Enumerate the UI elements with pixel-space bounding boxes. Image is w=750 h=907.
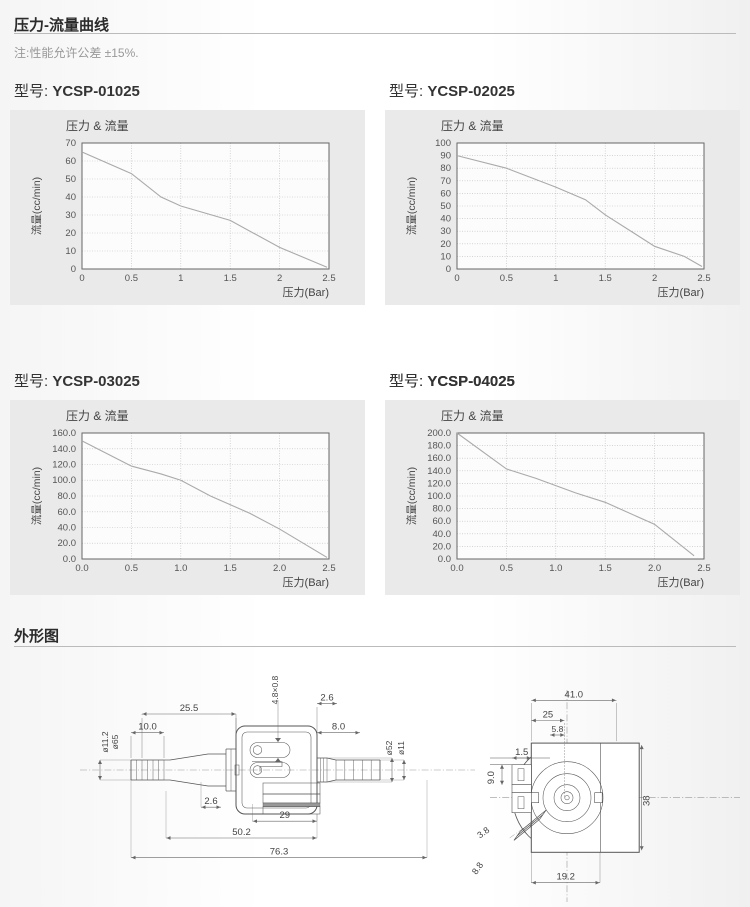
svg-text:50: 50 [65, 174, 76, 185]
svg-text:100: 100 [435, 138, 451, 149]
svg-text:流量(cc/min): 流量(cc/min) [30, 467, 43, 525]
svg-text:0: 0 [71, 264, 76, 275]
svg-text:80: 80 [440, 163, 451, 174]
svg-text:压力(Bar): 压力(Bar) [658, 576, 704, 589]
svg-text:ø65: ø65 [110, 734, 120, 749]
svg-text:2: 2 [277, 273, 282, 284]
svg-text:70: 70 [65, 138, 76, 149]
svg-text:40: 40 [440, 214, 451, 225]
svg-text:70: 70 [440, 176, 451, 187]
svg-text:25: 25 [543, 710, 554, 721]
svg-text:19.2: 19.2 [556, 872, 575, 883]
svg-text:2.5: 2.5 [322, 563, 335, 574]
svg-text:30: 30 [440, 226, 451, 237]
svg-text:60: 60 [65, 156, 76, 167]
svg-text:180.0: 180.0 [427, 441, 451, 452]
svg-text:2.5: 2.5 [697, 563, 710, 574]
svg-text:76.3: 76.3 [270, 847, 289, 858]
svg-text:100.0: 100.0 [52, 475, 76, 486]
svg-text:1: 1 [178, 273, 183, 284]
svg-text:ø11: ø11 [396, 741, 406, 755]
svg-text:80.0: 80.0 [433, 504, 452, 515]
svg-text:压力 & 流量: 压力 & 流量 [66, 119, 129, 133]
svg-text:1: 1 [553, 273, 558, 284]
svg-text:160.0: 160.0 [52, 428, 76, 439]
svg-text:0.5: 0.5 [500, 563, 513, 574]
svg-text:30: 30 [65, 210, 76, 221]
svg-text:20: 20 [440, 239, 451, 250]
svg-text:1.5: 1.5 [599, 273, 612, 284]
svg-text:200.0: 200.0 [427, 428, 451, 439]
svg-text:压力(Bar): 压力(Bar) [658, 286, 704, 299]
svg-text:1.0: 1.0 [549, 563, 562, 574]
svg-text:2.0: 2.0 [273, 563, 286, 574]
svg-text:1.5: 1.5 [224, 563, 237, 574]
svg-text:ø52: ø52 [384, 740, 394, 755]
svg-text:1.5: 1.5 [224, 273, 237, 284]
svg-text:1.0: 1.0 [174, 563, 187, 574]
svg-text:1.5: 1.5 [515, 747, 528, 758]
svg-text:5.8: 5.8 [551, 724, 563, 734]
svg-text:80.0: 80.0 [58, 491, 77, 502]
svg-text:0.5: 0.5 [500, 273, 513, 284]
svg-text:40.0: 40.0 [433, 529, 452, 540]
svg-text:41.0: 41.0 [565, 689, 584, 700]
svg-text:90: 90 [440, 151, 451, 162]
svg-text:60.0: 60.0 [433, 516, 452, 527]
svg-text:0.0: 0.0 [63, 554, 76, 565]
svg-text:压力(Bar): 压力(Bar) [283, 286, 329, 299]
svg-text:10.0: 10.0 [138, 722, 157, 733]
svg-text:50: 50 [440, 201, 451, 212]
svg-text:压力 & 流量: 压力 & 流量 [441, 409, 504, 423]
svg-text:0: 0 [79, 273, 84, 284]
svg-text:60: 60 [440, 188, 451, 199]
svg-text:0.5: 0.5 [125, 563, 138, 574]
svg-text:8.0: 8.0 [332, 722, 345, 733]
svg-text:10: 10 [440, 251, 451, 262]
svg-text:8.8: 8.8 [470, 860, 485, 876]
svg-text:120.0: 120.0 [52, 460, 76, 471]
svg-text:2.0: 2.0 [648, 563, 661, 574]
svg-text:流量(cc/min): 流量(cc/min) [405, 467, 418, 525]
svg-text:50.2: 50.2 [232, 827, 251, 838]
svg-text:120.0: 120.0 [427, 478, 451, 489]
svg-text:2.5: 2.5 [697, 273, 710, 284]
svg-text:压力 & 流量: 压力 & 流量 [441, 119, 504, 133]
svg-text:3.8: 3.8 [475, 825, 491, 840]
svg-text:2.5: 2.5 [322, 273, 335, 284]
svg-text:0.0: 0.0 [438, 554, 451, 565]
svg-text:29: 29 [280, 810, 291, 821]
svg-text:40: 40 [65, 192, 76, 203]
svg-text:10: 10 [65, 246, 76, 257]
svg-text:ø11.2: ø11.2 [100, 731, 110, 752]
svg-text:140.0: 140.0 [427, 466, 451, 477]
svg-text:2.6: 2.6 [204, 796, 217, 807]
svg-text:20: 20 [65, 228, 76, 239]
svg-text:1.5: 1.5 [599, 563, 612, 574]
svg-text:0.0: 0.0 [450, 563, 463, 574]
svg-text:20.0: 20.0 [433, 541, 452, 552]
svg-text:流量(cc/min): 流量(cc/min) [405, 177, 418, 235]
svg-text:160.0: 160.0 [427, 453, 451, 464]
svg-text:9.0: 9.0 [486, 771, 497, 784]
svg-text:60.0: 60.0 [58, 507, 77, 518]
svg-text:100.0: 100.0 [427, 491, 451, 502]
svg-text:25.5: 25.5 [180, 703, 199, 714]
svg-text:40.0: 40.0 [58, 523, 77, 534]
svg-text:压力 & 流量: 压力 & 流量 [66, 409, 129, 423]
svg-text:38: 38 [642, 795, 653, 806]
svg-text:20.0: 20.0 [58, 538, 77, 549]
svg-text:0.5: 0.5 [125, 273, 138, 284]
svg-text:4.8×0.8: 4.8×0.8 [270, 675, 280, 704]
svg-text:0: 0 [454, 273, 459, 284]
svg-text:压力(Bar): 压力(Bar) [283, 576, 329, 589]
svg-text:140.0: 140.0 [52, 444, 76, 455]
svg-text:2: 2 [652, 273, 657, 284]
svg-text:流量(cc/min): 流量(cc/min) [30, 177, 43, 235]
svg-text:0: 0 [446, 264, 451, 275]
svg-text:2.6: 2.6 [320, 693, 333, 704]
svg-text:0.0: 0.0 [75, 563, 88, 574]
